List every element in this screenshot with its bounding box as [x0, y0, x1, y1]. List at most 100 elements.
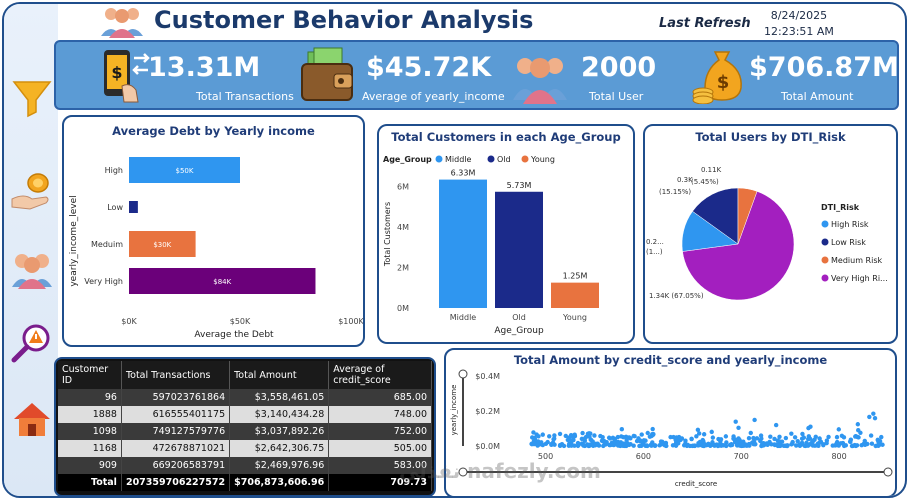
scatter-point: [795, 438, 800, 444]
age-chart-card: Total Customers in each Age_Group Age_Gr…: [377, 124, 635, 344]
scatter-point: [867, 414, 872, 420]
scatter-point: [592, 433, 597, 438]
scatter-point: [631, 433, 636, 439]
scatter-point: [663, 443, 669, 449]
tick-label: 600: [636, 452, 651, 461]
scatter-point: [650, 426, 655, 432]
tick-label: $50K: [230, 317, 251, 326]
users-logo-icon: [101, 8, 143, 38]
kpi-bar: $ 13.31M Total Transactions $45.72K Aver…: [54, 40, 899, 110]
scatter-point: [792, 435, 798, 440]
scatter-point: [793, 443, 799, 448]
column-header[interactable]: Total Amount: [229, 361, 330, 389]
legend-marker: [487, 155, 495, 163]
table-cell: 616555401175: [121, 406, 231, 423]
table-row[interactable]: 96 597023761864 $3,558,461.05 685.00: [58, 389, 432, 406]
scatter-point: [628, 436, 633, 441]
refresh-label: Last Refresh: [659, 16, 751, 31]
scatter-point: [739, 442, 745, 447]
data-label: $30K: [153, 241, 171, 249]
kpi-value: $45.72K: [366, 52, 492, 83]
scatter-point: [783, 435, 789, 441]
tick-label: $100K: [338, 317, 363, 326]
scatter-point: [789, 431, 794, 436]
scatter-point: [599, 438, 605, 443]
scatter-point: [697, 431, 702, 436]
table-row[interactable]: 1888 616555401175 $3,140,434.28 748.00: [58, 406, 432, 423]
kpi-total-transactions: $ 13.31M Total Transactions: [96, 42, 296, 108]
table-row[interactable]: 1098 749127579776 $3,037,892.26 752.00: [58, 423, 432, 440]
column-header[interactable]: Customer ID: [58, 361, 122, 389]
home-icon[interactable]: [10, 397, 54, 441]
column-header[interactable]: Total Transactions: [121, 361, 231, 389]
tick-label: 2M: [397, 263, 409, 272]
dti-chart: 0.2... (1...) 0.3K (15.15%) 0.11K (5.45%) 1.34…: [646, 166, 888, 301]
tick-label: 0M: [397, 304, 409, 313]
data-label: $50K: [176, 167, 194, 175]
pie-slice: [692, 187, 739, 245]
data-label: 5.73M: [507, 181, 532, 190]
scatter-point: [754, 436, 760, 441]
table-cell: 709.73: [328, 474, 432, 491]
table-row[interactable]: 909 669206583791 $2,469,976.96 583.00: [58, 457, 432, 474]
legend-marker: [521, 155, 529, 163]
slice-label: 0.2...: [646, 238, 664, 246]
legend-label: Very High Ri...: [831, 274, 888, 283]
x-slider-handle: [883, 467, 893, 477]
table-row[interactable]: 1168 472678871021 $2,642,306.75 505.00: [58, 440, 432, 457]
scatter-point: [813, 434, 818, 439]
chart-title: Total Users by DTI_Risk: [695, 130, 846, 144]
bar: [129, 157, 240, 183]
age-chart: Age_Group Middle Old Young 0M 2M 4M 6M Total Cus…: [383, 155, 599, 336]
filter-icon[interactable]: [10, 76, 54, 120]
scatter-point: [694, 434, 699, 439]
sidebar: [4, 4, 58, 496]
kpi-label: Total User: [589, 90, 644, 103]
tick-label: 6M: [397, 182, 409, 191]
table-cell: $2,469,976.96: [229, 457, 330, 474]
group-icon[interactable]: [10, 247, 54, 291]
scatter-point: [572, 432, 577, 437]
category-label: Young: [562, 313, 587, 322]
scatter-point: [689, 436, 694, 442]
scatter-point: [697, 442, 702, 448]
scatter-point: [572, 443, 577, 448]
scatter-point: [701, 432, 707, 437]
kpi-average-income: $45.72K Average of yearly_income: [296, 42, 505, 108]
tick-label: 500: [538, 452, 553, 461]
tick-label: 800: [831, 452, 846, 461]
scatter-point: [687, 443, 693, 449]
scatter-point: [534, 432, 539, 437]
table-cell: 505.00: [328, 440, 432, 457]
scatter-point: [531, 430, 536, 435]
kpi-label: Average of yearly_income: [362, 90, 505, 103]
page-title: Customer Behavior Analysis: [154, 6, 534, 34]
bar: [129, 268, 316, 294]
kpi-total-amount: $ $706.87M Total Amount: [691, 42, 899, 108]
scatter-point: [758, 433, 764, 438]
scatter-point: [880, 442, 885, 447]
column-header[interactable]: Average of credit_score: [328, 361, 432, 389]
scatter-point: [641, 438, 647, 443]
tick-label: $0.0M: [475, 442, 500, 451]
scatter-point: [790, 441, 795, 446]
scatter-point: [872, 415, 878, 421]
bar: [129, 231, 196, 257]
scatter-point: [773, 422, 779, 428]
x-slider-handle: [458, 467, 468, 477]
table-cell: 583.00: [328, 457, 432, 474]
scatter-point: [625, 440, 630, 446]
table-cell: 472678871021: [121, 440, 231, 457]
coins-hand-icon[interactable]: [10, 169, 54, 213]
scatter-point: [547, 434, 552, 439]
scatter-point: [639, 432, 644, 437]
bar: [439, 179, 487, 308]
scatter-point: [610, 435, 616, 441]
scatter-point: [826, 434, 831, 440]
risk-search-icon[interactable]: [10, 322, 54, 366]
table-cell: 749127579776: [121, 423, 231, 440]
legend-title: Age_Group: [383, 155, 432, 164]
slice-label: (1...): [646, 248, 663, 256]
scatter-point: [586, 443, 591, 448]
scatter-point: [563, 433, 568, 439]
